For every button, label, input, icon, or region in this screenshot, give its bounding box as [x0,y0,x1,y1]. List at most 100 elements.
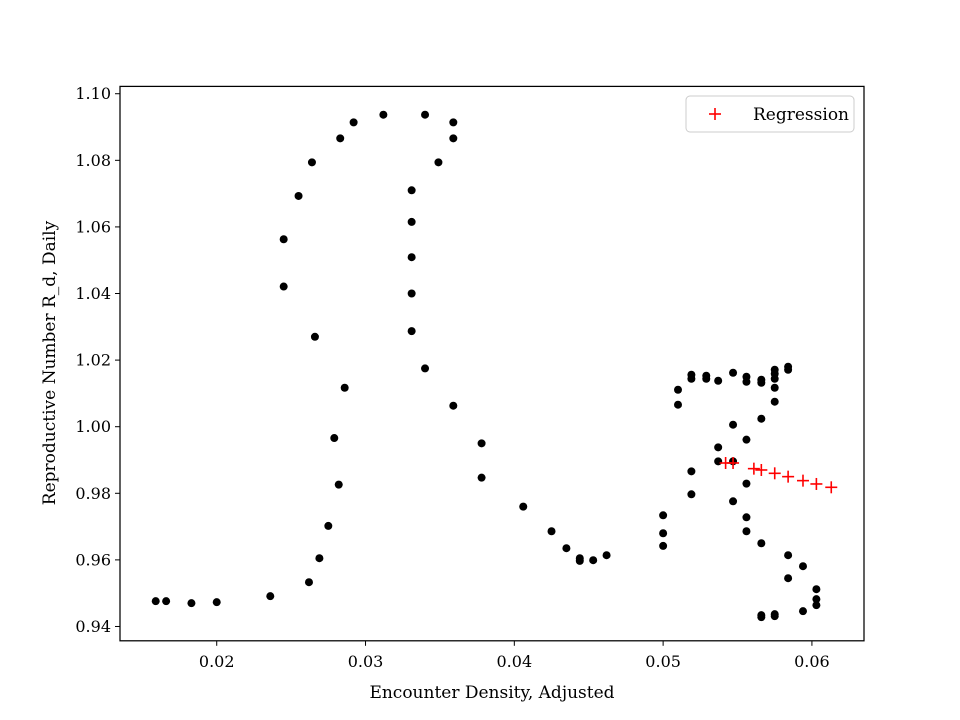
data-point [714,443,723,452]
data-points-layer [151,110,838,622]
data-point [757,539,766,548]
data-point [421,110,430,119]
data-point [575,556,584,565]
data-point [812,595,821,604]
data-point [784,551,793,560]
data-point [151,597,160,606]
data-point [674,400,682,409]
data-point [449,134,458,143]
x-tick-label: 0.03 [348,652,384,671]
data-point [757,375,766,384]
data-point [477,439,486,448]
data-point [562,544,571,553]
data-point [659,511,668,520]
data-point [330,434,339,443]
data-point [687,490,696,499]
legend: Regression [685,95,855,133]
x-tick-label: 0.02 [199,652,235,671]
x-tick-label: 0.04 [497,652,533,671]
data-point [729,497,738,506]
y-tick-label: 1.00 [75,417,111,436]
data-point [294,191,303,200]
regression-point [768,467,781,480]
data-point [162,597,171,606]
data-point [714,376,723,385]
y-tick-label: 0.94 [75,617,111,636]
regression-point [796,474,809,487]
data-point [659,529,668,538]
data-point [602,551,611,560]
data-point [407,289,416,298]
data-point [324,521,333,530]
x-tick-label: 0.05 [645,652,681,671]
data-point [315,554,324,563]
data-point [742,377,751,386]
data-point [349,118,358,127]
data-point [812,585,821,594]
y-axis-title: Reproductive Number R_d, Daily [40,220,60,505]
y-tick-label: 0.96 [75,550,111,569]
data-point [659,541,668,550]
data-point [187,599,196,608]
y-tick-label: 1.02 [75,351,111,370]
data-point [742,513,751,522]
data-point [421,364,430,373]
data-point [307,158,316,167]
data-point [798,562,807,571]
legend-marker-regression [709,108,721,120]
legend-box [685,95,855,133]
data-point [770,610,779,619]
data-point [279,235,288,244]
axis-ticks-layer: 0.02 0.03 0.04 0.05 0.06 0.94 0.96 0.98 1.00 1.02… [75,84,829,671]
data-point [770,397,779,406]
data-point [340,383,349,392]
data-point [798,607,807,616]
y-tick-label: 0.98 [75,484,111,503]
data-point [310,332,319,341]
data-point [212,598,221,607]
data-point [770,365,779,374]
data-point [334,480,343,489]
data-point [757,414,766,423]
regression-point [727,456,740,469]
data-point [266,592,275,601]
data-point [336,134,345,143]
regression-point [810,477,823,490]
data-point [757,611,766,620]
x-tick-label: 0.06 [794,652,830,671]
data-point [742,527,751,536]
x-axis-title: Encounter Density, Adjusted [369,683,614,703]
data-point [687,370,696,379]
data-point [519,502,528,511]
data-point [812,601,821,610]
data-point [742,479,751,488]
data-point [407,253,416,262]
data-point [770,383,779,392]
data-point [784,362,793,371]
regression-point [755,463,768,476]
regression-point [825,481,838,494]
data-point [784,574,793,583]
data-point [279,282,288,291]
data-point [702,374,711,383]
data-point [729,420,738,429]
data-point [304,578,313,587]
data-point [477,473,486,482]
data-point [379,110,388,119]
data-point [407,217,416,226]
regression-point [747,462,760,475]
data-point [434,158,443,167]
plot-frame [119,85,865,642]
data-point [729,368,738,377]
data-point [449,118,458,127]
data-point [742,435,751,444]
data-point [407,327,416,336]
data-point [449,401,458,410]
y-tick-label: 1.08 [75,151,111,170]
data-point [589,556,598,565]
regression-point [782,470,795,483]
data-point [547,527,556,536]
legend-label-regression: Regression [753,105,849,125]
data-point [407,186,416,195]
